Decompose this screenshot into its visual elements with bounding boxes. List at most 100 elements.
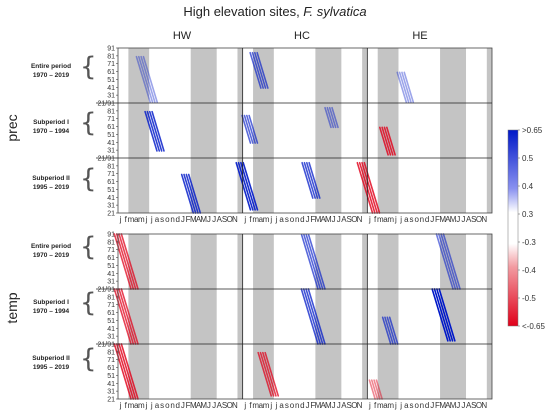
month-tick-label: N [481, 215, 487, 224]
heatmap-streak [185, 173, 199, 214]
month-tick-label: O [227, 215, 233, 224]
y-tick-label: 31 [107, 279, 115, 286]
period-years: 1970 – 1994 [32, 308, 70, 315]
heatmap-streak [368, 379, 376, 400]
month-tick-label: f [374, 401, 377, 410]
period-name: Subperiod II [32, 175, 70, 182]
y-tick-label: 71 [107, 171, 115, 178]
month-tick-label: j [243, 215, 246, 224]
month-tick-label: J [306, 401, 310, 410]
panel-frame [117, 47, 493, 214]
y-tick-label: 71 [107, 247, 115, 254]
month-tick-label: a [383, 215, 388, 224]
shaded-month-band [253, 48, 274, 213]
month-tick-label: o [165, 215, 170, 224]
month-tick-label: f [249, 401, 252, 410]
y-tick-label: 61 [107, 365, 115, 372]
heatmap-streak [259, 351, 275, 397]
month-tick-label: J [332, 215, 336, 224]
shaded-month-band [315, 234, 342, 399]
y-tick-label: 51 [107, 132, 115, 139]
y-tick-label: 71 [107, 357, 115, 364]
month-tick-label: j [394, 401, 397, 410]
y-tick-label: 51 [107, 373, 115, 380]
y-tick-label: 31 [107, 148, 115, 155]
shaded-month-band [190, 48, 217, 213]
heatmap-streak [248, 114, 259, 144]
heatmap-streak [300, 288, 319, 345]
shaded-month-band [237, 234, 243, 399]
month-tick-label: N [481, 401, 487, 410]
heatmap-streak [251, 51, 264, 89]
period-years: 1995 – 2019 [32, 364, 70, 371]
heatmap-streak [436, 288, 454, 342]
month-tick-label: F [310, 401, 315, 410]
month-tick-label: m [377, 401, 384, 410]
y-tick-label: 61 [107, 124, 115, 131]
period-label-prec-sub2: Subperiod II 1995 – 2019 [18, 174, 84, 192]
month-tick-label: n [420, 215, 424, 224]
month-tick-label: O [476, 215, 482, 224]
heatmap-streak [118, 343, 137, 400]
y-tick-label: 71 [107, 116, 115, 123]
month-tick-label: j [269, 215, 272, 224]
month-tick-label: J [207, 401, 211, 410]
period-name: Subperiod I [33, 299, 69, 306]
heatmap-streak [113, 233, 132, 290]
month-tick-label: A [196, 215, 202, 224]
month-tick-label: J [207, 215, 211, 224]
y-tick-label: 51 [107, 77, 115, 84]
month-tick-label: J [430, 401, 434, 410]
heatmap-streak [305, 288, 324, 345]
y-tick-label: 41 [107, 195, 115, 202]
month-tick-label: A [466, 401, 472, 410]
month-tick-label: F [435, 215, 440, 224]
heatmap-streak [140, 55, 156, 104]
shaded-month-band [253, 234, 274, 399]
month-tick-label: J [306, 215, 310, 224]
month-tick-label: A [445, 401, 451, 410]
month-tick-label: O [476, 401, 482, 410]
month-tick-label: M [190, 401, 197, 410]
month-tick-label: j [119, 401, 122, 410]
y-tick-label: 91 [107, 46, 115, 53]
heatmap-streak [113, 288, 132, 345]
month-tick-label: A [217, 401, 223, 410]
y-tick-label: 31 [107, 93, 115, 100]
month-tick-label: m [263, 401, 270, 410]
month-tick-label: N [357, 401, 363, 410]
month-tick-label: N [357, 215, 363, 224]
month-tick-label: f [125, 401, 128, 410]
month-tick-label: M [450, 401, 457, 410]
y-tick-label: 81 [107, 349, 115, 356]
month-tick-label: a [383, 401, 388, 410]
month-tick-label: j [394, 215, 397, 224]
month-tick-label: A [445, 215, 451, 224]
month-tick-label: A [196, 401, 202, 410]
month-tick-label: a [404, 401, 409, 410]
month-tick-label: a [134, 215, 139, 224]
month-tick-label: a [404, 215, 409, 224]
colorbar-label: 0.4 [522, 182, 534, 191]
shaded-month-band [362, 48, 368, 213]
group-label-hc: HC [294, 30, 310, 42]
y-tick-label: 41 [107, 140, 115, 147]
heatmap-streak [257, 351, 273, 397]
period-years: 1970 – 2019 [32, 72, 70, 79]
month-tick-label: m [387, 215, 394, 224]
heatmap-streak [115, 233, 135, 290]
shaded-month-band [190, 234, 217, 399]
y-tick-label: 61 [107, 69, 115, 76]
month-tick-label: s [285, 401, 289, 410]
month-tick-label: M [325, 215, 332, 224]
month-tick-label: o [290, 215, 295, 224]
month-tick-label: J [461, 215, 465, 224]
month-tick-label: a [279, 215, 284, 224]
heatmap-streak [254, 51, 267, 89]
y-tick-label: 81 [107, 239, 115, 246]
chart-title-species: F. sylvatica [303, 4, 367, 19]
heatmap-streak [120, 343, 139, 400]
heatmap-streak [396, 71, 408, 104]
month-tick-label: j [150, 401, 153, 410]
